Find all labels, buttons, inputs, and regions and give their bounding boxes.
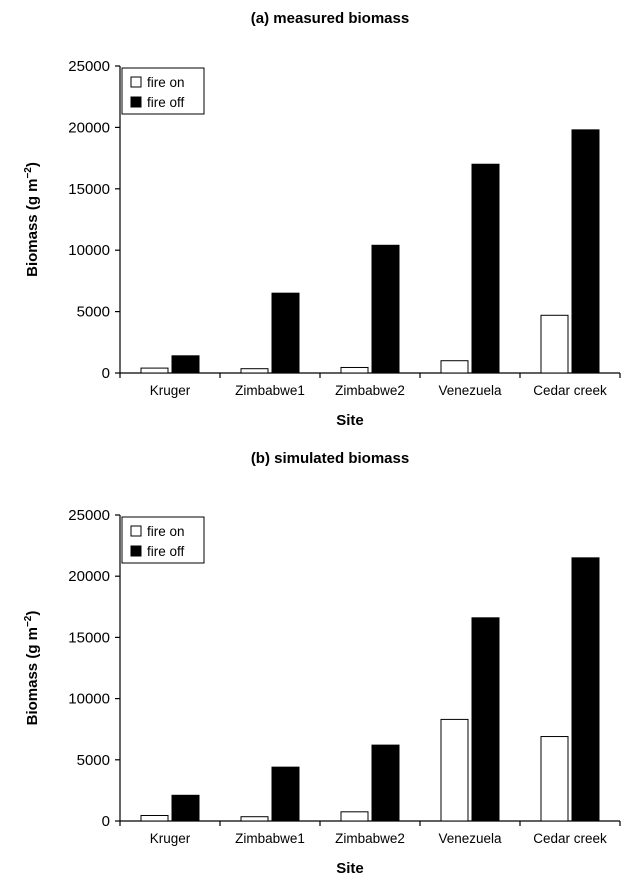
bar-fire-on xyxy=(240,368,269,374)
legend-label: fire on xyxy=(147,524,185,539)
bar-fire-on xyxy=(440,360,469,374)
bar-fire-on xyxy=(240,816,269,822)
y-tick-label: 20000 xyxy=(68,119,110,136)
y-tick-label: 10000 xyxy=(68,242,110,259)
y-tick-label: 5000 xyxy=(77,304,110,321)
x-tick-label: Zimbabwe2 xyxy=(335,831,405,846)
y-axis-title-close: ) xyxy=(24,162,41,167)
bar-fire-off xyxy=(471,617,500,822)
x-tick-label: Venezuela xyxy=(438,383,502,398)
x-tick-label: Kruger xyxy=(150,831,191,846)
x-tick-label: Venezuela xyxy=(438,831,502,846)
legend-swatch xyxy=(130,96,142,108)
x-axis-title: Site xyxy=(336,860,364,876)
bar-fire-off xyxy=(571,129,600,374)
legend: fire on fire off xyxy=(121,516,205,564)
bar-fire-on xyxy=(340,366,369,374)
bar-fire-on xyxy=(540,314,569,374)
legend-swatch xyxy=(130,76,142,88)
bar-fire-on xyxy=(540,736,569,822)
bar-fire-off xyxy=(271,766,300,822)
y-axis-title: Biomass (g m−2) xyxy=(23,611,41,726)
bar-fire-on xyxy=(140,814,169,822)
bar-fire-on xyxy=(440,718,469,822)
bar-fire-off xyxy=(471,163,500,374)
bar-fire-off xyxy=(371,244,400,374)
legend-swatch xyxy=(130,545,142,557)
chart-title: (a) measured biomass xyxy=(251,10,409,27)
y-axis-title-main: Biomass (g m xyxy=(24,627,41,725)
y-tick-label: 20000 xyxy=(68,568,110,585)
bar-fire-off xyxy=(171,794,200,822)
bar-fire-off xyxy=(571,557,600,822)
bar-fire-off xyxy=(371,744,400,822)
y-tick-label: 15000 xyxy=(68,181,110,198)
y-tick-label: 25000 xyxy=(68,58,110,75)
x-tick-label: Cedar creek xyxy=(533,831,607,846)
legend-label: fire off xyxy=(147,95,185,110)
y-axis-title-main: Biomass (g m xyxy=(24,179,41,277)
x-axis-title: Site xyxy=(336,412,364,429)
bar-fire-off xyxy=(271,292,300,374)
y-tick-label: 15000 xyxy=(68,629,110,646)
bar-fire-off xyxy=(171,355,200,374)
x-tick-label: Cedar creek xyxy=(533,383,607,398)
chart-measured-biomass: (a) measured biomass 0 5000 10000 15000 20000… xyxy=(23,10,621,429)
y-tick-label: 10000 xyxy=(68,691,110,708)
y-tick-label: 25000 xyxy=(68,507,110,524)
y-axis-title-close: ) xyxy=(24,611,41,616)
legend-swatch xyxy=(130,525,142,537)
x-tick-label: Zimbabwe1 xyxy=(235,383,305,398)
legend-label: fire off xyxy=(147,544,185,559)
x-tick-label: Zimbabwe2 xyxy=(335,383,405,398)
x-tick-label: Zimbabwe1 xyxy=(235,831,305,846)
chart-title: (b) simulated biomass xyxy=(251,450,409,467)
y-tick-label: 0 xyxy=(102,813,110,830)
chart-simulated-biomass: (b) simulated biomass 0 5000 10000 15000 2000… xyxy=(23,450,621,876)
bar-fire-on xyxy=(340,811,369,822)
y-tick-label: 0 xyxy=(102,365,110,382)
x-tick-label: Kruger xyxy=(150,383,191,398)
y-tick-label: 5000 xyxy=(77,752,110,769)
bar-fire-on xyxy=(140,367,169,374)
y-axis-title: Biomass (g m−2) xyxy=(23,162,41,277)
legend-label: fire on xyxy=(147,75,185,90)
y-axis-title-superscript: −2 xyxy=(23,167,34,179)
legend: fire on fire off xyxy=(121,67,205,115)
y-axis-title-superscript: −2 xyxy=(23,615,34,627)
